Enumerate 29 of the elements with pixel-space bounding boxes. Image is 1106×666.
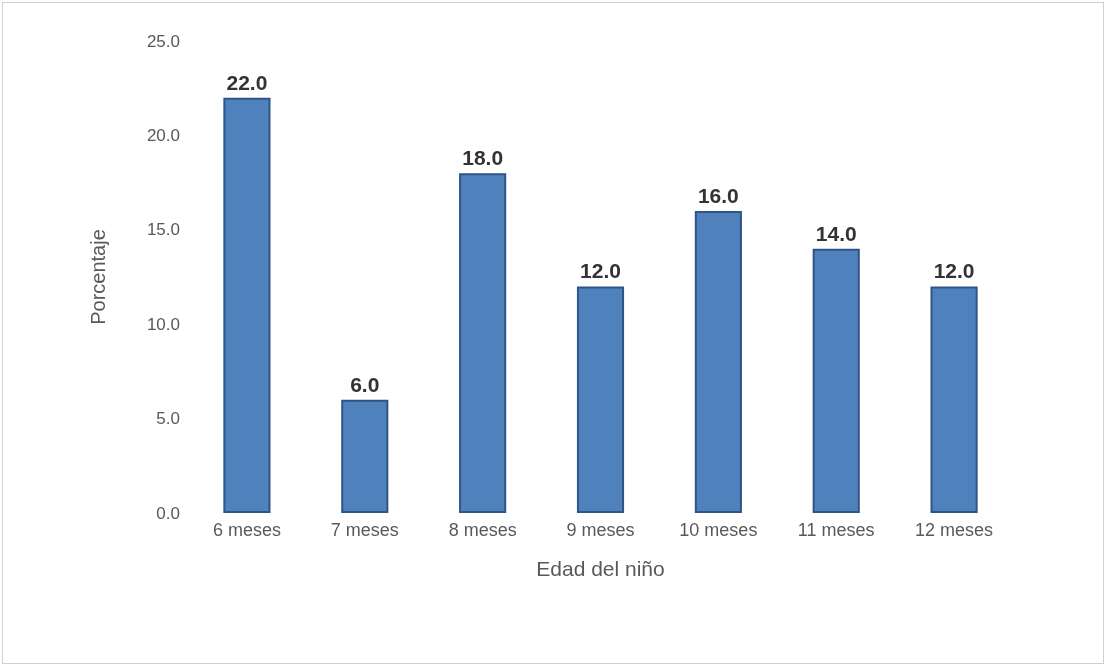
- data-label: 12.0: [580, 259, 621, 283]
- bar: [223, 97, 271, 513]
- x-tick-label: 6 meses: [212, 520, 281, 540]
- bar: [341, 399, 389, 513]
- bar: [576, 286, 625, 513]
- x-tick-label: 10 meses: [679, 520, 758, 540]
- bar: [694, 210, 742, 513]
- y-tick-label: 10.0: [146, 314, 180, 334]
- data-label: 6.0: [350, 372, 380, 396]
- y-tick-label: 20.0: [146, 125, 180, 145]
- x-tick-label: 9 meses: [566, 520, 635, 540]
- x-tick-label: 11 meses: [797, 520, 875, 540]
- x-tick-label: 7 meses: [330, 520, 399, 540]
- y-tick-label: 25.0: [146, 31, 180, 51]
- bar: [812, 248, 860, 513]
- x-axis-title: Edad del niño: [536, 557, 665, 580]
- data-label: 16.0: [697, 183, 739, 207]
- y-tick-label: 0.0: [156, 503, 180, 523]
- data-label: 22.0: [226, 70, 268, 94]
- bar: [459, 173, 507, 513]
- x-tick-label: 8 meses: [448, 520, 517, 540]
- y-tick-label: 15.0: [146, 220, 180, 240]
- data-label: 12.0: [933, 259, 975, 283]
- data-label: 14.0: [815, 221, 857, 245]
- data-label: 18.0: [462, 146, 504, 170]
- y-axis-title: Porcentaje: [87, 229, 109, 325]
- x-tick-label: 12 meses: [915, 520, 994, 540]
- y-tick-label: 5.0: [156, 409, 180, 429]
- bar: [930, 286, 978, 513]
